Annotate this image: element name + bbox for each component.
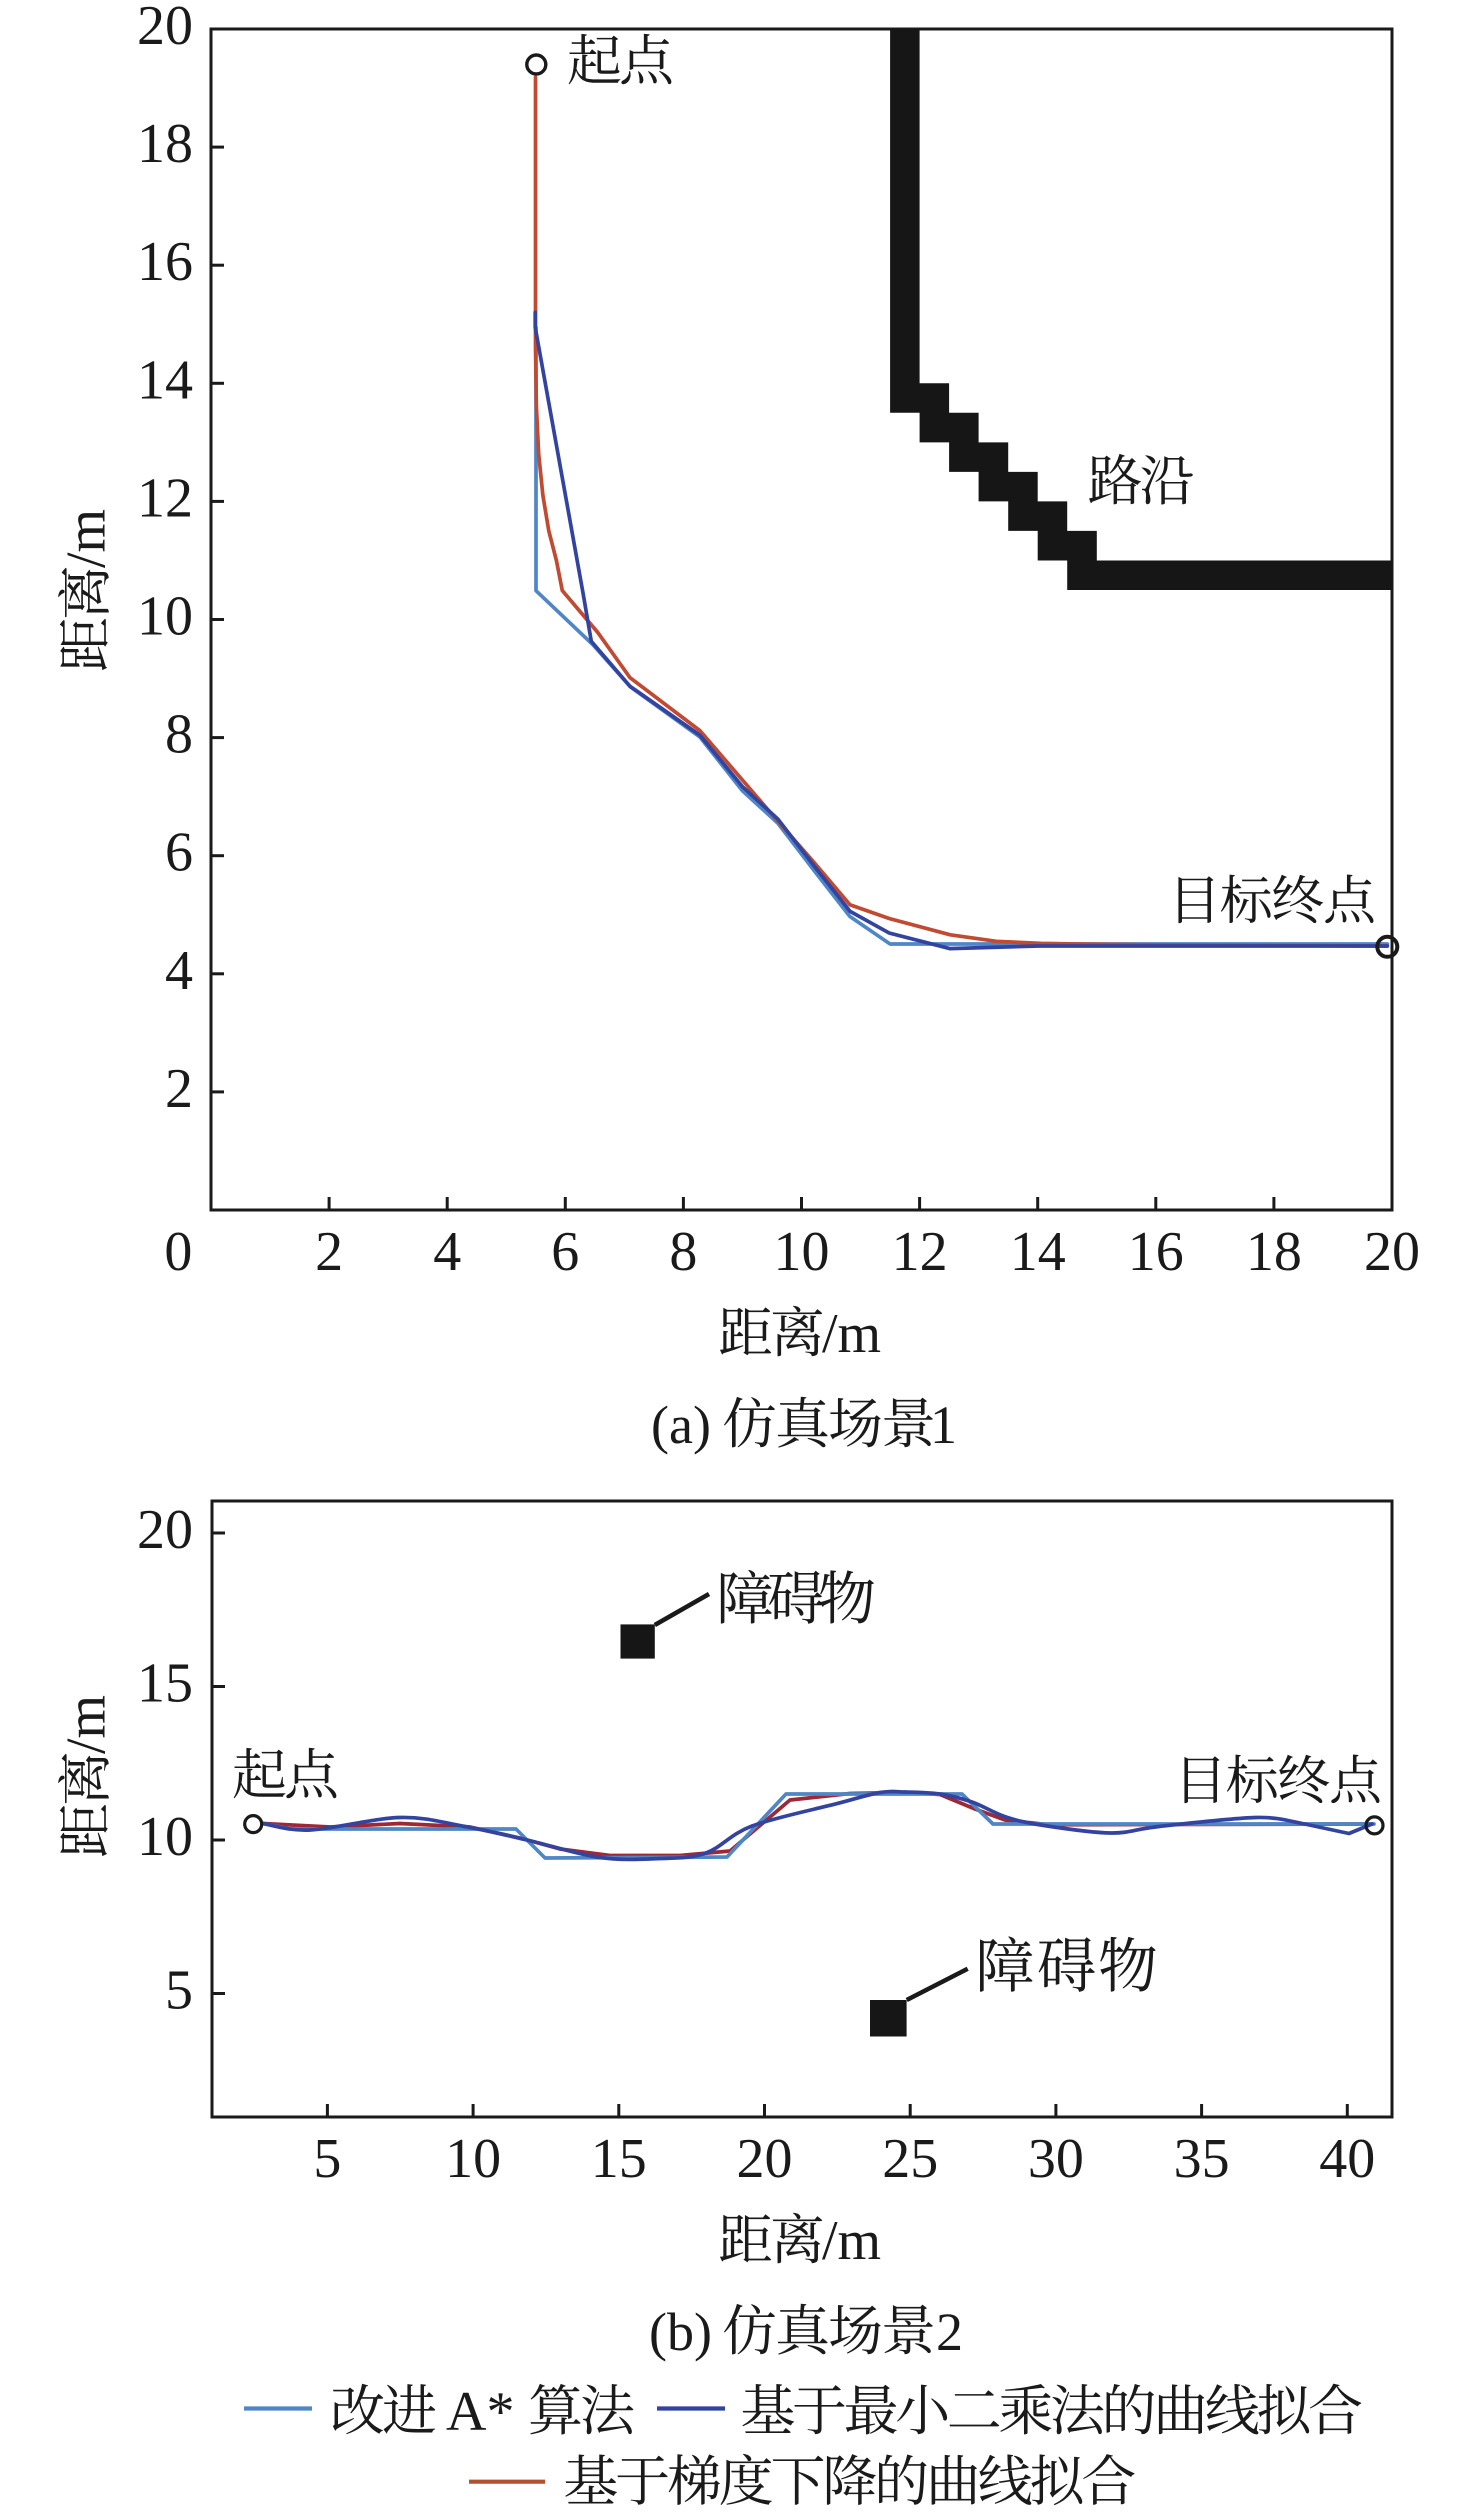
- svg-text:/m: /m: [56, 1695, 118, 1754]
- svg-text:40: 40: [1319, 2128, 1375, 2190]
- svg-text:6: 6: [165, 822, 193, 884]
- svg-text:2: 2: [936, 2302, 963, 2362]
- svg-text:20: 20: [137, 0, 193, 57]
- svg-text:10: 10: [137, 586, 193, 648]
- svg-text:30: 30: [1028, 2128, 1084, 2190]
- svg-text:/m: /m: [822, 2210, 881, 2272]
- svg-text:12: 12: [137, 467, 193, 529]
- svg-text:(a): (a): [651, 1395, 711, 1455]
- svg-text:16: 16: [137, 231, 193, 293]
- svg-text:14: 14: [137, 349, 193, 411]
- svg-text:12: 12: [892, 1221, 948, 1283]
- svg-text:4: 4: [433, 1221, 461, 1283]
- svg-text:10: 10: [137, 1806, 193, 1868]
- svg-text:0: 0: [164, 1221, 192, 1283]
- svg-text:18: 18: [137, 113, 193, 175]
- svg-text:(b): (b): [649, 2302, 712, 2362]
- svg-text:14: 14: [1010, 1221, 1066, 1283]
- svg-text:10: 10: [445, 2128, 501, 2190]
- svg-text:25: 25: [882, 2128, 938, 2190]
- svg-text:20: 20: [1364, 1221, 1420, 1283]
- svg-text:16: 16: [1128, 1221, 1184, 1283]
- svg-text:2: 2: [315, 1221, 343, 1283]
- svg-text:20: 20: [737, 2128, 793, 2190]
- svg-text:/m: /m: [56, 509, 118, 568]
- svg-text:5: 5: [165, 1960, 193, 2022]
- svg-text:15: 15: [137, 1653, 193, 1715]
- svg-text:A*: A*: [446, 2381, 514, 2443]
- svg-text:8: 8: [165, 704, 193, 766]
- svg-text:6: 6: [551, 1221, 579, 1283]
- svg-text:5: 5: [313, 2128, 341, 2190]
- svg-text:2: 2: [165, 1058, 193, 1120]
- svg-text:20: 20: [137, 1499, 193, 1561]
- svg-text:/m: /m: [822, 1303, 881, 1365]
- svg-text:18: 18: [1246, 1221, 1302, 1283]
- svg-text:4: 4: [165, 940, 193, 1002]
- svg-text:8: 8: [669, 1221, 697, 1283]
- svg-text:15: 15: [591, 2128, 647, 2190]
- svg-text:1: 1: [930, 1395, 957, 1455]
- svg-text:35: 35: [1174, 2128, 1230, 2190]
- svg-text:10: 10: [774, 1221, 830, 1283]
